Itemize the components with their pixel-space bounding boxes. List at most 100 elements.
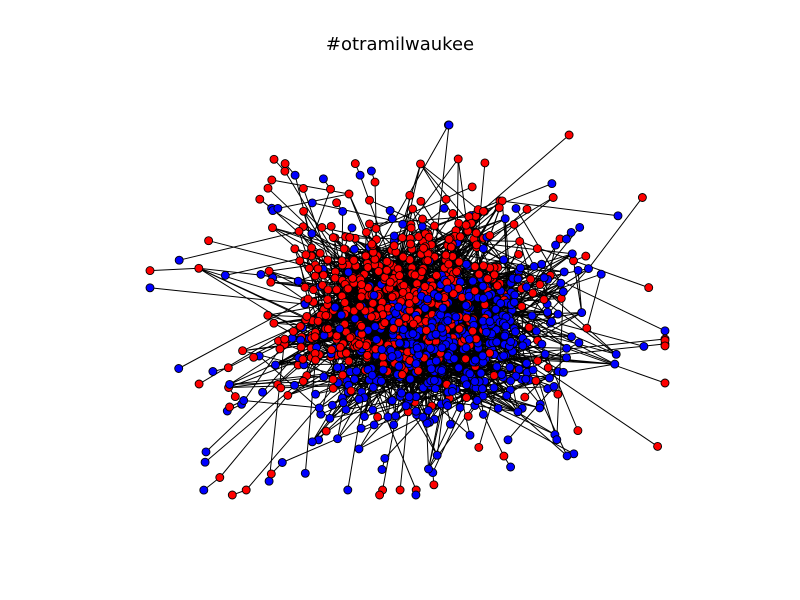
network-node bbox=[271, 360, 280, 370]
network-node bbox=[478, 293, 488, 303]
network-node bbox=[478, 244, 488, 254]
network-node bbox=[314, 403, 324, 413]
network-node bbox=[277, 458, 287, 467]
network-node bbox=[325, 413, 335, 423]
network-node bbox=[539, 273, 549, 283]
network-node bbox=[468, 276, 478, 286]
node-layer bbox=[145, 120, 670, 500]
network-node bbox=[225, 402, 235, 412]
network-node bbox=[517, 302, 527, 311]
network-node bbox=[349, 244, 359, 254]
network-node bbox=[483, 274, 493, 284]
network-node bbox=[562, 451, 572, 461]
network-node bbox=[411, 406, 421, 416]
network-node bbox=[369, 420, 379, 430]
network-node bbox=[531, 376, 541, 386]
network-node bbox=[438, 303, 448, 313]
network-edge bbox=[149, 287, 306, 305]
network-node bbox=[366, 166, 376, 176]
network-node bbox=[472, 240, 481, 250]
network-node bbox=[299, 206, 309, 216]
network-edge bbox=[507, 386, 555, 441]
network-node bbox=[313, 264, 323, 274]
network-node bbox=[489, 270, 499, 280]
network-node bbox=[423, 406, 433, 415]
network-node bbox=[441, 194, 451, 204]
network-node bbox=[424, 464, 433, 474]
network-node bbox=[338, 206, 348, 216]
network-node bbox=[341, 348, 351, 358]
network-node bbox=[417, 267, 427, 277]
network-node bbox=[556, 278, 566, 288]
network-node bbox=[307, 243, 317, 253]
network-node bbox=[426, 364, 436, 374]
network-node bbox=[263, 183, 273, 193]
network-node bbox=[470, 355, 480, 365]
network-node bbox=[545, 373, 554, 383]
network-edge bbox=[366, 218, 393, 233]
network-node bbox=[220, 270, 230, 280]
network-node bbox=[332, 198, 342, 208]
network-node bbox=[344, 356, 354, 366]
network-edge bbox=[551, 321, 645, 347]
network-node bbox=[371, 224, 381, 233]
network-node bbox=[328, 374, 338, 384]
network-node bbox=[496, 298, 506, 308]
network-edge bbox=[178, 298, 309, 369]
network-node bbox=[446, 242, 456, 252]
network-node bbox=[359, 412, 369, 421]
network-node bbox=[145, 266, 155, 276]
network-node bbox=[346, 386, 356, 396]
network-node bbox=[430, 221, 439, 231]
network-node bbox=[539, 295, 549, 304]
network-node bbox=[467, 182, 477, 192]
network-node bbox=[471, 228, 481, 238]
network-node bbox=[465, 430, 475, 440]
network-node bbox=[528, 365, 538, 375]
network-node bbox=[573, 426, 583, 436]
network-node bbox=[366, 312, 376, 322]
network-node bbox=[374, 266, 384, 276]
network-node bbox=[406, 223, 416, 233]
network-node bbox=[489, 371, 499, 380]
network-edge bbox=[588, 197, 643, 269]
network-edge bbox=[241, 348, 281, 405]
network-node bbox=[350, 374, 359, 384]
network-node bbox=[337, 256, 347, 266]
network-node bbox=[377, 465, 387, 474]
network-node bbox=[332, 285, 342, 295]
network-node bbox=[464, 291, 474, 301]
network-node bbox=[296, 342, 306, 352]
network-node bbox=[269, 154, 279, 164]
network-node bbox=[401, 401, 411, 411]
network-node bbox=[537, 259, 547, 269]
network-node bbox=[448, 342, 458, 352]
network-edge bbox=[547, 268, 589, 315]
network-node bbox=[225, 379, 235, 389]
network-node bbox=[355, 301, 365, 311]
network-node bbox=[343, 284, 353, 294]
network-node bbox=[479, 206, 488, 216]
network-node bbox=[385, 206, 395, 215]
network-node bbox=[470, 377, 480, 386]
network-node bbox=[611, 349, 621, 359]
network-node bbox=[330, 273, 340, 283]
network-node bbox=[397, 370, 407, 380]
network-node bbox=[461, 301, 471, 311]
network-node bbox=[511, 203, 521, 213]
network-node bbox=[290, 170, 300, 180]
network-node bbox=[528, 288, 538, 298]
network-edge bbox=[450, 246, 491, 278]
network-node bbox=[413, 366, 423, 376]
network-node bbox=[273, 203, 283, 213]
network-node bbox=[362, 350, 372, 360]
network-node bbox=[350, 159, 360, 169]
network-node bbox=[562, 343, 572, 353]
network-node bbox=[449, 354, 459, 364]
network-node bbox=[573, 265, 583, 275]
network-node bbox=[521, 374, 531, 384]
network-node bbox=[510, 290, 520, 300]
network-edge bbox=[491, 333, 658, 447]
network-node bbox=[298, 354, 308, 364]
network-node bbox=[443, 284, 453, 294]
